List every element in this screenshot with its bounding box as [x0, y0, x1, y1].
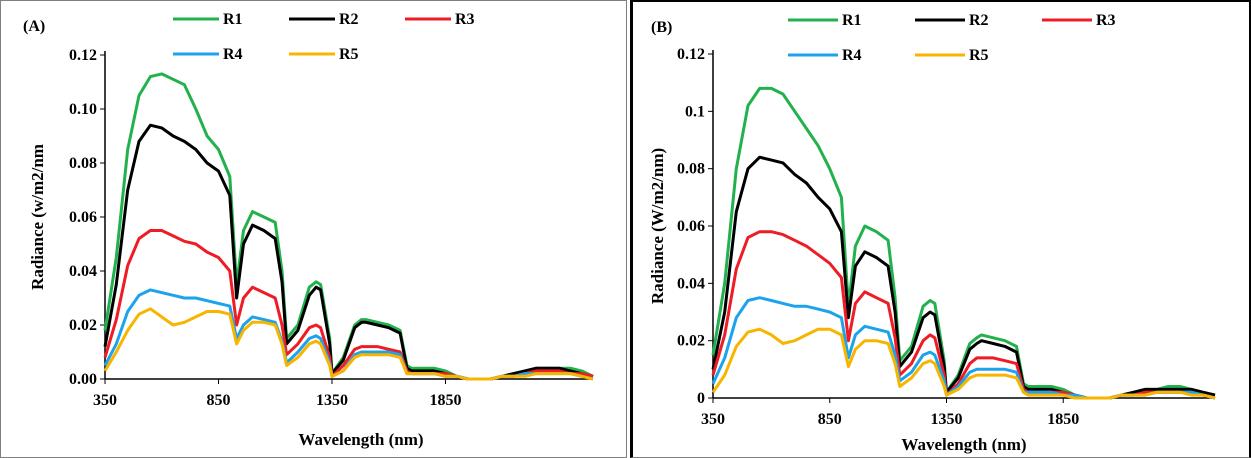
x-tick-label: 1850 — [429, 392, 461, 409]
series-line-r1 — [711, 86, 1216, 400]
series-line-r5 — [711, 327, 1216, 400]
y-axis-title: Radiance (w/m2/nm — [28, 144, 47, 290]
legend-label-r4: R4 — [223, 46, 243, 63]
y-tick-label: 0.00 — [69, 371, 97, 388]
x-tick-label: 350 — [701, 411, 725, 428]
y-tick-label: 0.06 — [677, 218, 705, 235]
y-tick-label: 0.08 — [677, 161, 705, 178]
series-line-r3 — [711, 230, 1216, 400]
panel-label: (B) — [651, 19, 672, 36]
legend-label-r2: R2 — [969, 12, 989, 29]
legend-label-r4: R4 — [842, 47, 862, 64]
series-line-r5 — [103, 307, 594, 381]
y-tick-label: 0.1 — [685, 103, 705, 120]
series-line-r3 — [103, 229, 594, 381]
x-tick-label: 1350 — [930, 411, 962, 428]
x-tick-label: 1350 — [316, 392, 348, 409]
y-tick-label: 0.06 — [69, 209, 97, 226]
panel-label: (A) — [23, 18, 45, 35]
legend-label-r5: R5 — [339, 46, 359, 63]
y-tick-label: 0.04 — [677, 275, 705, 292]
legend-label-r5: R5 — [969, 47, 989, 64]
legend-label-r2: R2 — [339, 11, 359, 28]
series-line-r2 — [103, 123, 594, 381]
legend-label-r3: R3 — [455, 11, 475, 28]
chart-b-svg: (B) R1 R2 R3 R4 R5 0 0.02 0.04 0.06 0.08 0.1 0.12 350… — [648, 12, 1216, 454]
legend-label-r1: R1 — [842, 12, 862, 29]
chart-a-svg: (A) R1 R2 R3 R4 R5 0.00 0.02 0.04 0.06 0.08 0.10 0.1… — [23, 11, 594, 449]
legend-label-r1: R1 — [223, 11, 243, 28]
y-axis-title: Radiance (W/m2/nm) — [648, 148, 667, 304]
legend-label-r3: R3 — [1096, 12, 1116, 29]
x-tick-label: 850 — [206, 392, 230, 409]
chart-panel-a: (A) R1 R2 R3 R4 R5 0.00 0.02 0.04 0.06 0.08 0.10 0.1… — [0, 0, 627, 458]
x-axis-title: Wavelength (nm) — [298, 430, 423, 449]
x-tick-label: 350 — [93, 392, 117, 409]
y-tick-label: 0.08 — [69, 155, 97, 172]
y-tick-label: 0.04 — [69, 263, 97, 280]
x-tick-label: 1850 — [1047, 411, 1079, 428]
x-axis-title: Wavelength (nm) — [901, 435, 1026, 454]
y-tick-label: 0.12 — [69, 47, 97, 64]
x-tick-label: 850 — [818, 411, 842, 428]
y-tick-label: 0 — [697, 390, 705, 407]
y-tick-label: 0.02 — [677, 333, 705, 350]
chart-panel-b: (B) R1 R2 R3 R4 R5 0 0.02 0.04 0.06 0.08 0.1 0.12 350… — [630, 0, 1251, 458]
series-line-r2 — [711, 155, 1216, 400]
y-tick-label: 0.02 — [69, 317, 97, 334]
y-tick-label: 0.12 — [677, 46, 705, 63]
series-line-r1 — [103, 72, 594, 381]
y-tick-label: 0.10 — [69, 101, 97, 118]
